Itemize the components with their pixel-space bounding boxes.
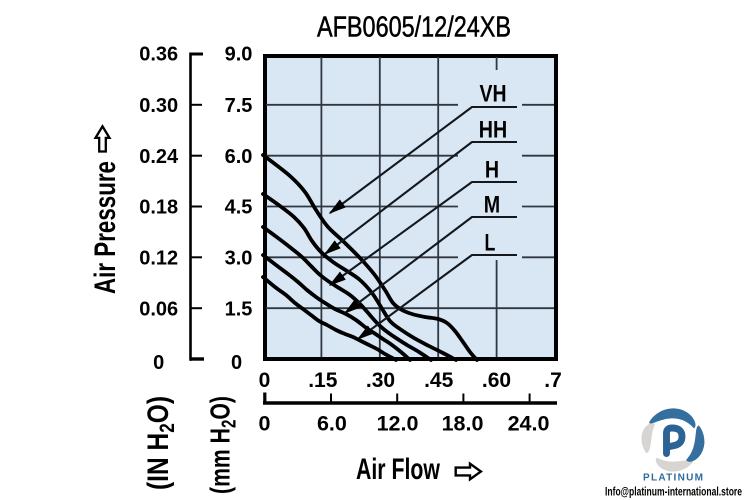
svg-text:L: L [485, 230, 496, 257]
svg-text:6.0: 6.0 [225, 146, 253, 168]
svg-text:0: 0 [153, 352, 164, 374]
svg-text:.30: .30 [366, 369, 395, 392]
svg-text:0.18: 0.18 [139, 197, 178, 219]
svg-text:.15: .15 [308, 369, 338, 392]
svg-text:0.24: 0.24 [139, 146, 179, 168]
svg-text:(mm H2O): (mm H2O) [205, 396, 241, 494]
svg-text:VH: VH [480, 81, 507, 108]
svg-text:6.0: 6.0 [317, 412, 347, 436]
svg-text:7.5: 7.5 [225, 95, 253, 117]
svg-text:4.5: 4.5 [225, 197, 253, 219]
svg-text:0: 0 [259, 412, 271, 436]
svg-text:.60: .60 [482, 369, 511, 392]
svg-text:0.36: 0.36 [139, 44, 178, 66]
svg-text:24.0: 24.0 [508, 412, 550, 436]
svg-text:12.0: 12.0 [377, 412, 419, 436]
svg-text:0.12: 0.12 [139, 248, 178, 270]
svg-text:0: 0 [231, 352, 242, 374]
svg-text:HH: HH [479, 117, 507, 144]
svg-text:9.0: 9.0 [225, 44, 253, 66]
svg-text:.7: .7 [544, 369, 562, 392]
svg-text:Air Pressure: Air Pressure [89, 161, 122, 294]
svg-text:M: M [484, 192, 500, 219]
svg-text:18.0: 18.0 [442, 412, 484, 436]
svg-text:0.06: 0.06 [139, 298, 178, 320]
svg-text:(IN H2O): (IN H2O) [142, 396, 179, 490]
svg-text:0.30: 0.30 [139, 95, 178, 117]
svg-text:H: H [485, 157, 499, 184]
svg-text:AFB0605/12/24XB: AFB0605/12/24XB [317, 12, 511, 44]
svg-text:1.5: 1.5 [225, 298, 253, 320]
svg-text:Air Flow: Air Flow [356, 453, 440, 486]
svg-text:3.0: 3.0 [225, 248, 253, 270]
svg-text:Info@platinum-international.st: Info@platinum-international.store [605, 485, 742, 499]
svg-text:0: 0 [259, 369, 271, 392]
svg-text:PLATINUM: PLATINUM [643, 473, 703, 484]
svg-text:.45: .45 [424, 369, 454, 392]
